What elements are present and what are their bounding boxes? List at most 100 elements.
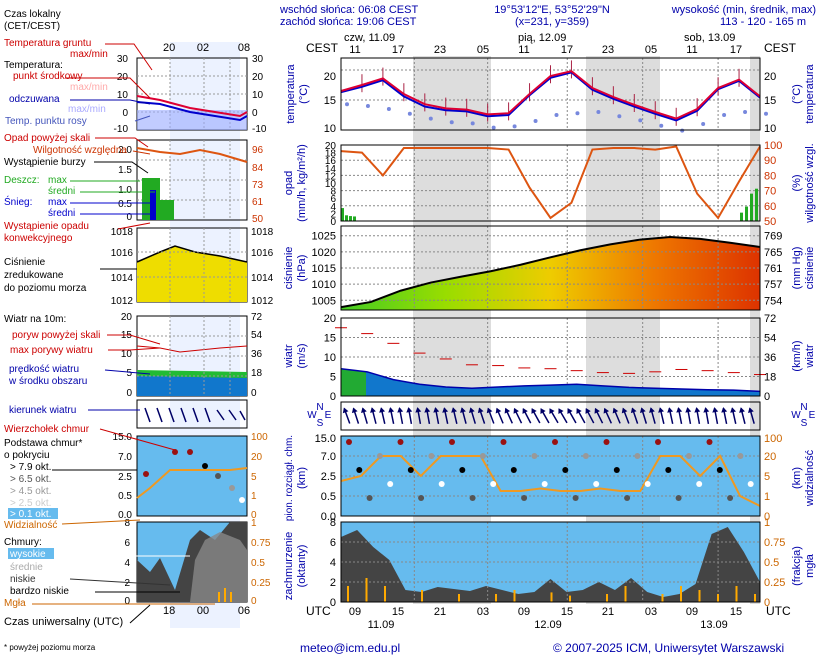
temperature-marks [340,58,768,133]
legend-wind-ticks-left: 20 15 10 5 0 [121,312,133,399]
utc-left-label: UTC [306,604,331,618]
wind-arrow-head-8 [415,407,422,413]
wind-arrow-head-0 [342,407,349,414]
fog-bar-6 [458,594,460,602]
legend-temp-tick-l-4: 0 [122,108,128,119]
press-tick-r-4: 754 [764,295,782,307]
fog-bar-21 [735,586,738,602]
press-tick-r-2: 761 [764,263,782,275]
wind-tick-r-4: 0 [764,391,770,403]
legend-temp-ticks-right: 30 20 10 0 -10 [252,54,267,135]
humid-ticks-right: 100 90 80 70 60 50 [764,140,782,228]
dew-point-17 [701,122,706,126]
legend-storm: Wystąpienie burzy [4,157,86,168]
precip-tick-9: 2 [330,209,336,220]
legend-cover-area-mid [190,532,247,602]
legend-maxmin-3: max/min [68,104,106,115]
vis-ticks-right: 100 20 5 1 0 [764,433,782,523]
fog-bar-20 [717,594,719,602]
cloud-tick-1: 7.0 [321,451,336,463]
press-tick-r-1: 765 [764,247,782,259]
cloud-base-dot-4 [387,481,394,487]
utc-date-3: 13.09 [700,619,728,631]
temperature-line [340,70,761,120]
dew-point-2 [386,107,391,111]
legend-wind-tick-r-4: 18 [251,368,263,379]
legend-okt-3: > 4.5 okt. [10,486,51,497]
cloud-base-dot-11 [459,467,466,473]
legend-fog-tick-3: 0.5 [251,558,265,569]
precip-tick-5: 10 [325,179,337,190]
wind-arrow-head-9 [424,407,431,413]
legend-vis-tick-2: 20 [251,452,263,463]
press-ticks-right: 769 765 761 757 754 [764,231,782,308]
legend-cloud-dot-7 [239,497,245,503]
wind-arrow-head-4 [379,407,386,413]
dew-point-8 [512,124,517,129]
wind-arrow-head-2 [361,407,367,413]
legend-temp-tick-r-3: 10 [252,90,264,101]
fog-bar-12 [569,595,571,602]
legend-okt-5-bg [8,508,58,519]
wind-arrow-14 [468,407,477,424]
legend-press-tick-l-3: 1014 [111,273,134,284]
cloud-base-dot-24 [593,481,600,487]
precip-axis-title-l1: opad [283,171,295,195]
utc-hour-5: 15 [561,606,573,618]
wind-arrow-head-24 [558,408,564,415]
utc-date-2: 12.09 [534,619,562,631]
cloud-tick-4: 0.0 [321,511,336,523]
legend-wind-tick-r-5: 0 [251,388,257,399]
legend-humid-tick-4: 61 [252,197,264,208]
humid-tick-4: 60 [764,201,776,213]
legend-fog-tick-2: 0.75 [251,538,271,549]
utc-hour-8: 09 [686,606,698,618]
legend-humid-tick-5: 50 [252,214,264,225]
legend-cloud-tick-2: 7.0 [118,452,132,463]
press-axis-title-l1: ciśnienie [283,247,295,290]
legend-press-ticks-right: 1018 1016 1014 1012 [251,227,274,307]
cloud-base-dot-1 [356,467,363,473]
cloud-base-dot-21 [562,467,569,473]
legend-cover-tick-1: 8 [124,518,130,529]
legend-column: Czas lokalny (CET/CEST) 20 02 08 30 20 1… [4,9,274,652]
footer-email[interactable]: meteo@icm.edu.pl [300,641,400,655]
cover-tick-3: 2 [330,577,336,589]
compass-n-right: N [800,402,807,413]
precip-bar-end-1 [745,206,748,221]
pressure-line [340,235,761,309]
cover-panel: 8 6 4 2 0 1 0.75 0.5 0.25 0 [330,517,786,609]
dew-point-5 [449,120,454,125]
press-axis-title-r2: (mm Hg) [791,247,803,290]
cloud-ticks-left: 15.0 7.0 2.5 0.5 0.0 [315,433,336,523]
legend-press-tick-r-3: 1014 [251,273,274,284]
cest-right-label: CEST [764,41,797,55]
dew-point-14 [638,118,643,123]
legend-cloud-tick-1: 15.0 [113,432,133,443]
cloud-marks [340,436,761,516]
cloud-base-dot-3 [376,453,383,459]
wind-arrow-head-17 [495,407,502,414]
precipitation-frame [340,144,761,222]
wind-tick-l-3: 5 [330,372,336,384]
local-hour-3: 05 [477,44,489,56]
legend-humidity: Wilgotność względna [33,145,127,156]
precip-bar-start-0 [341,208,344,221]
legend-local-time-zone: (CET/CEST) [4,21,60,32]
cloud-base-dot-36 [716,467,723,473]
legend-maxmin-2: max/min [70,82,108,93]
legend-dew-point: Temp. punktu rosy [5,116,87,127]
legend-felt-line [136,101,248,122]
day-label-2: pią, 12.09 [518,32,566,44]
wind-arrow-27 [585,408,595,424]
press-ticks-left: 1025 1020 1015 1010 1005 [312,231,336,308]
temp-axis-title-r1: temperatura [804,63,816,123]
wind-arrow-11 [442,407,449,424]
vis-tick-1: 20 [764,451,776,463]
wind-arrow-33 [639,407,648,424]
wind-direction-frame [340,401,761,431]
compass-s-left: S [317,418,324,429]
cloud-base-dot-34 [696,481,703,487]
local-hour-0: 11 [349,44,360,56]
wind-arrow-41 [712,407,719,425]
